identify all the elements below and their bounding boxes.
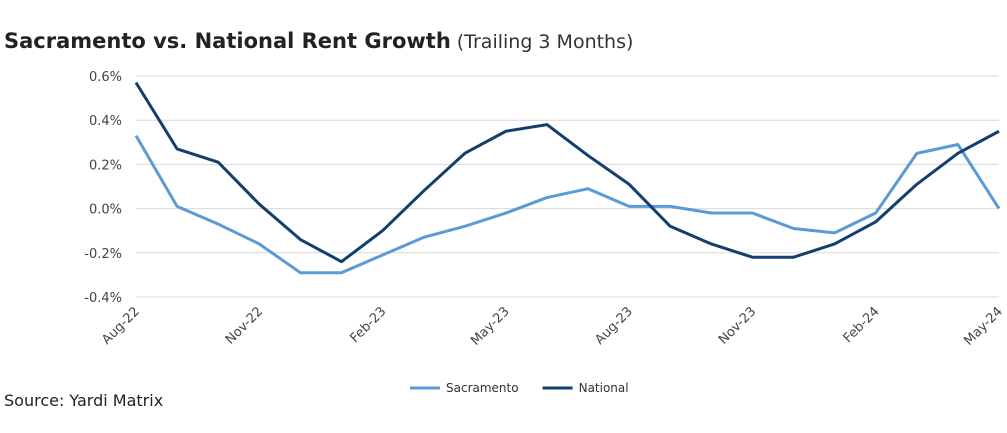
x-tick-label: May-24	[961, 304, 1005, 348]
y-tick-label: -0.4%	[84, 291, 122, 306]
x-tick-label: May-23	[468, 304, 512, 348]
source: Source: Yardi Matrix	[4, 391, 163, 410]
x-tick-label: Feb-23	[348, 304, 390, 346]
y-tick-label: 0.2%	[89, 158, 122, 173]
x-tick-label: Nov-23	[716, 304, 759, 347]
series-line	[134, 81, 1000, 264]
x-tick-label: Aug-22	[99, 304, 143, 348]
y-tick-label: 0.4%	[89, 114, 122, 129]
legend-label: Sacramento	[446, 381, 519, 395]
y-tick-label: 0.0%	[89, 203, 122, 218]
y-tick-label: 0.6%	[89, 70, 122, 85]
series-line	[134, 134, 1001, 275]
title: Sacramento vs. National Rent Growth	[4, 29, 451, 53]
x-tick-label: Aug-23	[592, 304, 636, 348]
x-tick-label: Nov-22	[223, 304, 266, 347]
y-tick-label: -0.2%	[84, 247, 122, 262]
subtitle: (Trailing 3 Months)	[457, 31, 634, 53]
legend-label: National	[579, 381, 629, 395]
x-tick-label: Feb-24	[841, 304, 883, 346]
chart-title: Sacramento vs. National Rent Growth (Trai…	[4, 29, 633, 53]
